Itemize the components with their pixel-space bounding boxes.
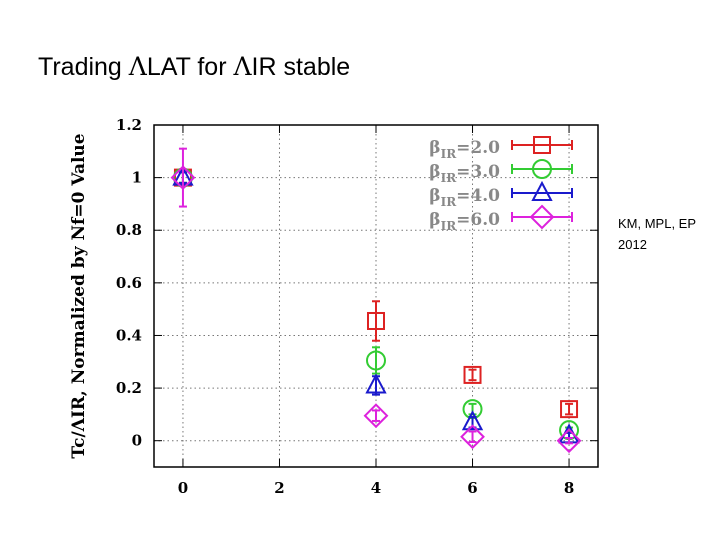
data-point [460, 424, 485, 450]
x-tick-label: 4 [371, 479, 381, 497]
y-axis-label: Tc/ΛIR, Normalized by Nf=0 Value [69, 133, 89, 458]
series-layer [170, 147, 582, 454]
credit-authors: KM, MPL, EP [618, 216, 697, 231]
y-tick-label: 1.2 [116, 116, 142, 134]
x-tick-label: 8 [564, 479, 574, 497]
data-point [461, 410, 484, 431]
legend-label: βIR=3.0 [429, 162, 500, 185]
legend-marker [533, 136, 551, 154]
title-prefix: Trading [38, 53, 129, 81]
legend-marker [531, 180, 553, 201]
y-tick-label: 0 [132, 432, 142, 450]
author-credit: KM, MPL, EP 2012 [618, 213, 696, 255]
chart: 0 2 4 6 800.20.40.60.811.2 βIR=2.0βIR=3.0βIR… [69, 116, 599, 497]
data-point [560, 400, 579, 419]
x-tick-label: 0 [178, 479, 188, 497]
legend-marker [532, 159, 552, 179]
title-middle: LAT for [146, 53, 234, 81]
legend-marker [529, 204, 555, 230]
data-point [366, 350, 386, 371]
data-point [463, 365, 482, 384]
credit-year: 2012 [618, 237, 647, 252]
y-tick-label: 0.2 [116, 379, 142, 397]
title-suffix: IR stable [251, 53, 351, 81]
data-point [367, 311, 385, 330]
y-tick-label: 1 [132, 169, 142, 187]
y-tick-label: 0.6 [116, 274, 142, 292]
data-point [556, 428, 582, 454]
y-tick-label: 0.4 [116, 326, 142, 344]
legend-label: βIR=2.0 [429, 138, 500, 161]
data-point [365, 373, 387, 394]
data-point [170, 165, 196, 191]
series-diamond [170, 147, 582, 454]
title-lambda-symbol: Λ [233, 52, 252, 81]
y-tick-label: 0.8 [116, 221, 142, 239]
slide-title: Trading ΛLAT for ΛIR stable [38, 52, 350, 82]
x-tick-label: 2 [274, 479, 284, 497]
legend-label: βIR=4.0 [429, 186, 500, 209]
legend-label: βIR=6.0 [429, 210, 500, 233]
title-lambda-symbol: Λ [128, 52, 147, 81]
data-point [363, 403, 389, 429]
axis-ticks: 0 2 4 6 8 0 0.2 0.4 0.6 0.8 1 1.2 [116, 116, 598, 497]
x-tick-label: 6 [467, 479, 477, 497]
